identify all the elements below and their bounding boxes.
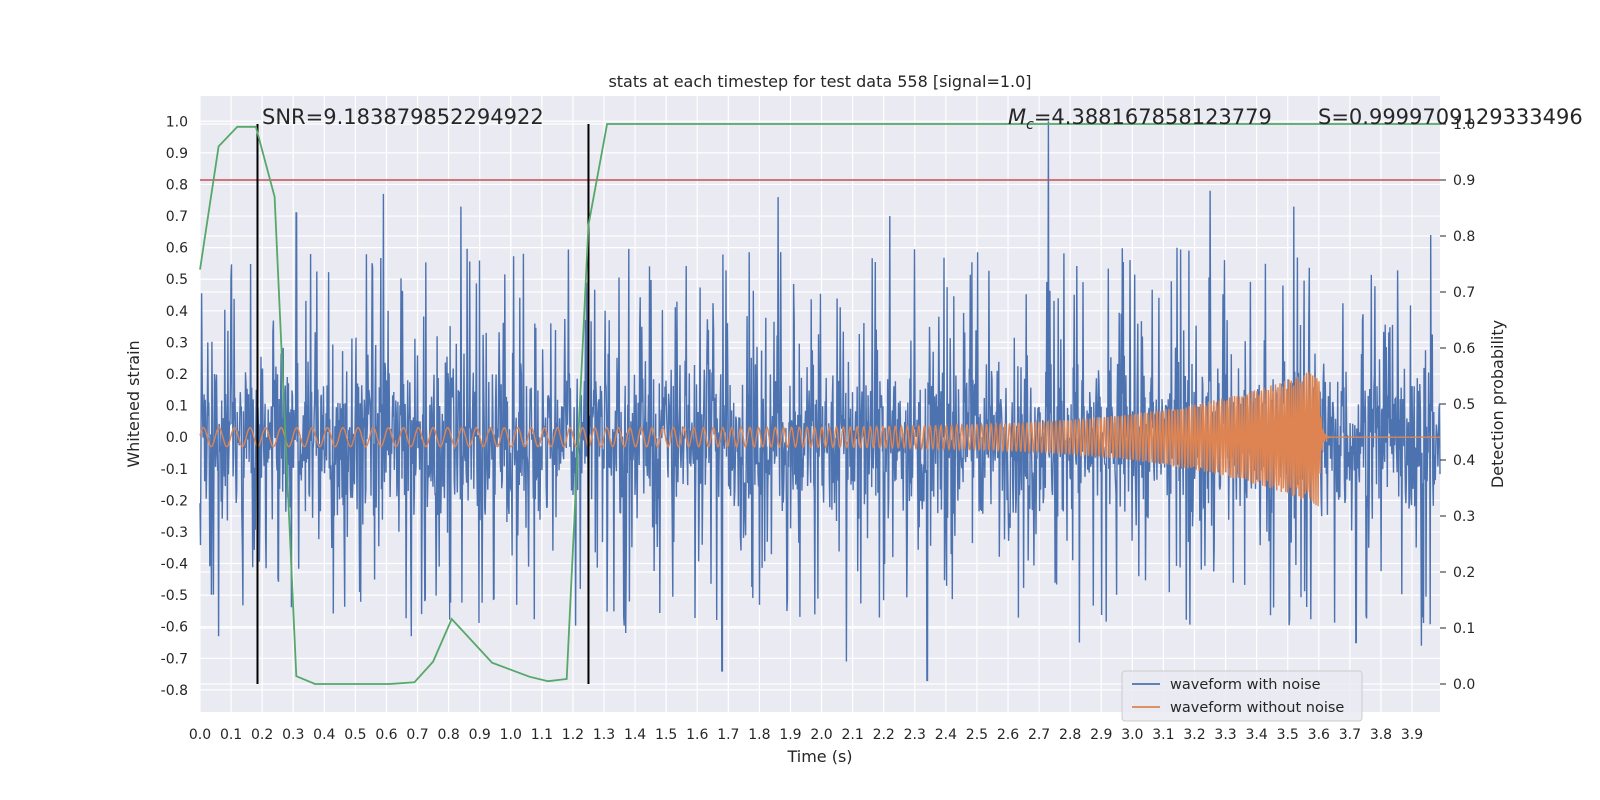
x-tick-label: 0.1 [220,727,242,743]
x-tick-label: 0.3 [282,727,304,743]
y-tick-label: 0.1 [166,399,188,415]
y-right-tick-label: 0.0 [1453,677,1475,693]
chirp-mass-subscript: c [1026,117,1034,133]
y-tick-label: 0.6 [166,241,188,257]
x-tick-label: 3.3 [1214,727,1236,743]
y-right-tick-label: 0.5 [1453,397,1475,413]
y-tick-label: -0.4 [161,557,188,573]
x-tick-label: 3.0 [1121,727,1143,743]
x-tick-label: 1.7 [717,727,739,743]
x-tick-label: 2.7 [1028,727,1050,743]
series-noise-line [199,121,1441,682]
series-clean-line [199,372,1440,507]
x-tick-label: 0.2 [251,727,273,743]
y-tick-label: 0.7 [166,209,188,225]
x-tick-label: 3.9 [1401,727,1423,743]
y-right-tick-label: 0.3 [1453,509,1475,525]
x-tick-label: 3.2 [1183,727,1205,743]
y-tick-label: 0.9 [166,146,188,162]
x-tick-label: 2.1 [841,727,863,743]
x-tick-label: 1.9 [779,727,801,743]
y-tick-label: 0.3 [166,335,188,351]
legend: waveform with noise waveform without noi… [1121,670,1363,722]
x-tick-label: 2.9 [1090,727,1112,743]
y-right-tick-label: 0.4 [1453,453,1475,469]
y-tick-label: -0.6 [161,620,188,636]
x-tick-label: 2.4 [935,727,957,743]
snr-annotation: SNR=9.183879852294922 [262,105,544,129]
x-axis-label: Time (s) [786,747,852,766]
x-tick-label: 2.5 [966,727,988,743]
y-right-tick-label: 0.7 [1453,285,1475,301]
x-tick-label: 1.5 [655,727,677,743]
y-tick-label: 0.0 [166,430,188,446]
x-tick-label: 1.0 [500,727,522,743]
series-probability-line [199,123,1440,685]
x-tick-label: 0.0 [189,727,211,743]
y-axis-right-label: Detection probability [1488,320,1507,488]
y-axis-label: Whitened strain [124,340,143,467]
y-tick-label: -0.8 [161,683,188,699]
x-tick-label: 3.1 [1152,727,1174,743]
y-tick-label: -0.5 [161,588,188,604]
x-tick-label: 1.3 [593,727,615,743]
x-tick-label: 0.5 [344,727,366,743]
x-tick-label: 0.6 [375,727,397,743]
x-tick-label: 1.4 [624,727,646,743]
x-tick-label: 3.6 [1308,727,1330,743]
x-tick-label: 1.8 [748,727,770,743]
y-tick-label: 0.4 [166,304,188,320]
y-tick-label: -0.2 [161,493,188,509]
x-tick-label: 2.2 [873,727,895,743]
x-tick-label: 0.8 [437,727,459,743]
y-tick-label: -0.7 [161,651,188,667]
x-tick-label: 0.4 [313,727,335,743]
chirp-mass-value: =4.388167858123779 [1034,105,1272,129]
y-tick-label: 0.8 [166,177,188,193]
x-tick-label: 0.9 [469,727,491,743]
y-tick-label: -0.1 [161,462,188,478]
legend-label-noise: waveform with noise [1170,677,1321,693]
x-tick-label: 3.8 [1370,727,1392,743]
x-tick-label: 0.7 [406,727,428,743]
legend-box [1121,670,1363,722]
legend-label-clean: waveform without noise [1170,700,1344,716]
y-right-tick-label: 0.2 [1453,565,1475,581]
y-right-tick-label: 0.1 [1453,621,1475,637]
chirp-mass-symbol: M [1008,105,1026,129]
y-tick-label: -0.3 [161,525,188,541]
y-tick-label: 0.2 [166,367,188,383]
s-annotation: S=0.9999709129333496 [1318,105,1583,129]
chirp-mass-annotation: Mc=4.388167858123779 [1008,105,1272,133]
x-tick-label: 2.3 [904,727,926,743]
y-right-tick-label: 0.6 [1453,341,1475,357]
y-tick-label: 0.5 [166,272,188,288]
x-tick-label: 1.2 [562,727,584,743]
data-layer [199,121,1441,685]
x-tick-label: 3.4 [1246,727,1268,743]
x-tick-label: 1.1 [531,727,553,743]
chart-title: stats at each timestep for test data 558… [608,72,1031,91]
x-tick-label: 2.6 [997,727,1019,743]
x-tick-label: 3.7 [1339,727,1361,743]
tick-layer: -0.8 -0.7 -0.6 -0.5 -0.4 -0.3 -0.2 -0.1 0.0 0.1 0.… [161,114,1476,743]
x-tick-label: 1.6 [686,727,708,743]
x-tick-label: 2.8 [1059,727,1081,743]
x-tick-label: 2.0 [810,727,832,743]
y-right-tick-label: 0.8 [1453,229,1475,245]
y-tick-label: 1.0 [166,114,188,130]
y-right-tick-label: 0.9 [1453,173,1475,189]
y-right-tick-label: 1.0 [1453,117,1475,133]
x-tick-label: 3.5 [1277,727,1299,743]
